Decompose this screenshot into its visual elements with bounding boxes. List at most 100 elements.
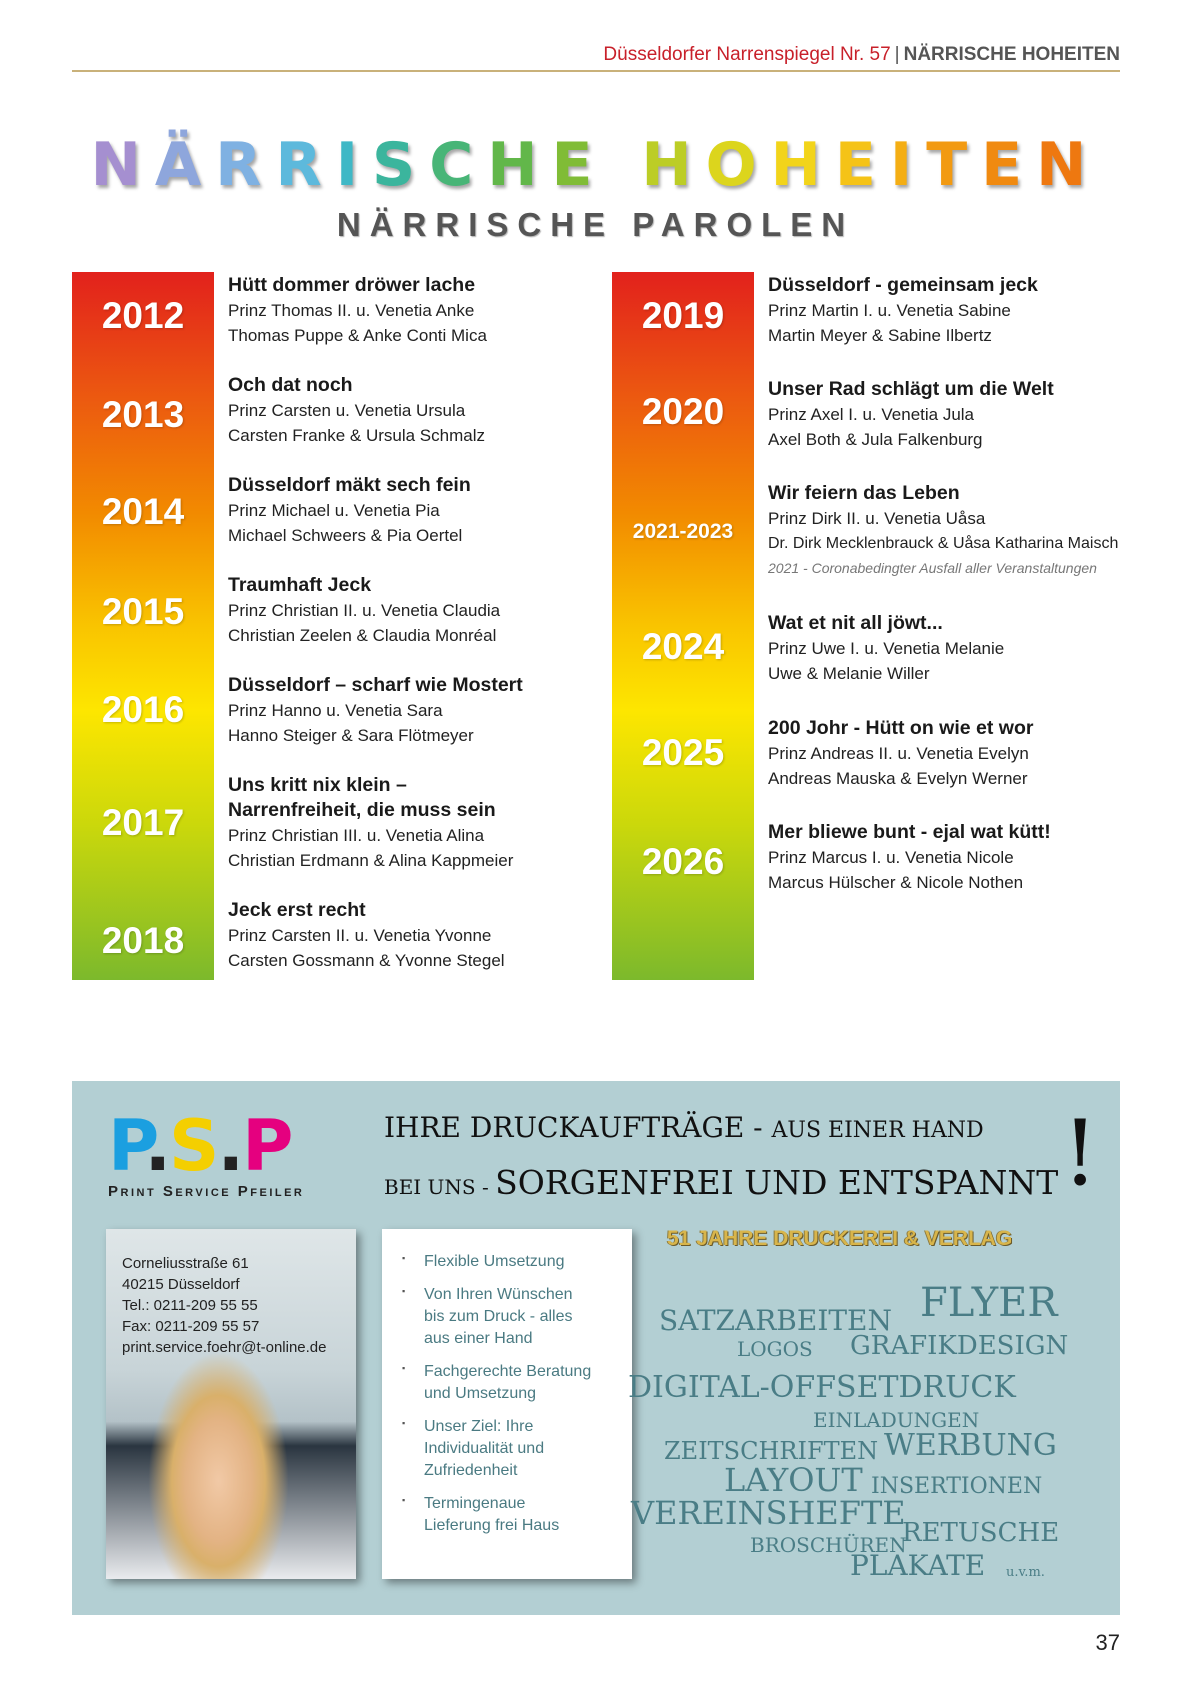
section-name: NÄRRISCHE HOHEITEN: [903, 44, 1120, 65]
feature-item: Flexible Umsetzung: [402, 1247, 632, 1273]
motto: Wir feiern das Leben: [768, 482, 960, 504]
contact-email: print.service.foehr@t-online.de: [122, 1339, 327, 1356]
feature-item: Fachgerechte Beratung und Umsetzung: [402, 1357, 614, 1405]
prince-venetia: Prinz Axel I. u. Venetia Jula: [768, 405, 975, 424]
service-word: INSERTIONEN: [871, 1473, 1043, 1499]
title-letter: E: [834, 130, 890, 200]
prince-venetia: Prinz Marcus I. u. Venetia Nicole: [768, 848, 1014, 867]
entry-2012: Hütt dommer dröwer lache Prinz Thomas II.…: [228, 273, 487, 348]
page-title: NÄRRISCHE HOHEITEN: [0, 130, 1191, 200]
title-letter: H: [770, 130, 835, 200]
title-letter: [607, 130, 642, 200]
civil-names: Andreas Mauska & Evelyn Werner: [768, 769, 1028, 788]
page-number: 37: [1095, 1630, 1120, 1655]
title-letter: I: [335, 130, 373, 200]
header-rule: [72, 70, 1120, 72]
service-word: RETUSCHE: [902, 1517, 1060, 1548]
year-label: 2021-2023: [632, 520, 734, 543]
year-label: 2019: [641, 295, 725, 336]
year-label: 2016: [101, 689, 185, 730]
year-label: 2024: [641, 626, 725, 667]
service-word: LOGOS: [737, 1337, 813, 1361]
year-label: 2015: [101, 591, 185, 632]
page-subtitle: NÄRRISCHE PAROLEN: [336, 206, 855, 243]
entry-2020: Unser Rad schlägt um die Welt Prinz Axel …: [768, 377, 1054, 452]
prince-venetia: Prinz Dirk II. u. Venetia Uåsa: [768, 509, 986, 528]
prince-venetia: Prinz Christian II. u. Venetia Claudia: [228, 601, 501, 620]
civil-names: Martin Meyer & Sabine Ilbertz: [768, 326, 992, 345]
title-letter: C: [429, 130, 488, 200]
logo-subtitle: Print Service Pfeiler: [108, 1183, 305, 1200]
advertisement: P.S.P Print Service Pfeiler IHRE DRUCKAU…: [72, 1081, 1120, 1615]
service-word: PLAKATE: [850, 1549, 986, 1582]
service-word: VEREINSHEFTE: [631, 1494, 906, 1532]
motto: Düsseldorf mäkt sech fein: [228, 474, 471, 496]
year-label: 2026: [641, 841, 725, 882]
entry-2021-2023: Wir feiern das Leben Prinz Dirk II. u. Ve…: [768, 481, 1118, 581]
civil-names: Thomas Puppe & Anke Conti Mica: [228, 326, 487, 345]
prince-venetia: Prinz Hanno u. Venetia Sara: [228, 701, 443, 720]
civil-names: Uwe & Melanie Willer: [768, 664, 930, 683]
entry-2019: Düsseldorf - gemeinsam jeck Prinz Martin …: [768, 273, 1038, 348]
motto-line-2: Narrenfreiheit, die muss sein: [228, 799, 496, 821]
ad-headline-2: BEI UNS - SORGENFREI UND ENTSPANNT: [384, 1163, 1059, 1202]
motto: Traumhaft Jeck: [228, 574, 372, 596]
service-word: DIGITAL-OFFSETDRUCK: [628, 1369, 1016, 1405]
title-letter: T: [926, 130, 982, 200]
motto: Wat et nit all jöwt...: [768, 612, 943, 634]
title-letter: I: [889, 130, 927, 200]
entry-2017: Uns kritt nix klein – Narrenfreiheit, die…: [228, 773, 513, 873]
running-header: Düsseldorfer Narrenspiegel Nr. 57 | NÄRRIS…: [603, 44, 1120, 66]
prince-venetia: Prinz Thomas II. u. Venetia Anke: [228, 301, 475, 320]
ad-headline-1: IHRE DRUCKAUFTRÄGE - AUS EINER HAND: [384, 1111, 984, 1144]
motto: Unser Rad schlägt um die Welt: [768, 378, 1054, 400]
motto: 200 Johr - Hütt on wie et wor: [768, 717, 1034, 739]
contact-photo: Corneliusstraße 61 40215 Düsseldorf Tel.: …: [106, 1229, 356, 1579]
motto: Uns kritt nix klein –: [228, 774, 407, 796]
year-label: 2017: [101, 802, 185, 843]
entry-2025: 200 Johr - Hütt on wie et wor Prinz Andre…: [768, 716, 1033, 791]
title-letter: E: [551, 130, 607, 200]
feature-list: Flexible Umsetzung Von Ihren Wünschen bi…: [382, 1229, 632, 1579]
entry-2018: Jeck erst recht Prinz Carsten II. u. Vene…: [228, 898, 505, 973]
prince-venetia: Prinz Martin I. u. Venetia Sabine: [768, 301, 1011, 320]
motto: Och dat noch: [228, 374, 353, 396]
motto: Hütt dommer dröwer lache: [228, 274, 476, 296]
service-word: WERBUNG: [884, 1427, 1057, 1463]
service-word: FLYER: [920, 1280, 1058, 1326]
feature-item: Unser Ziel: Ihre Individualität und Zufr…: [402, 1412, 604, 1482]
service-word: ZEITSCHRIFTEN: [664, 1437, 879, 1465]
civil-names: Axel Both & Jula Falkenburg: [768, 430, 983, 449]
year-label: 2020: [641, 391, 725, 432]
entry-2015: Traumhaft Jeck Prinz Christian II. u. Ven…: [228, 573, 500, 648]
motto: Mer bliewe bunt - ejal wat kütt!: [768, 821, 1051, 843]
psp-logo: P.S.P: [108, 1105, 293, 1187]
civil-names: Hanno Steiger & Sara Flötmeyer: [228, 726, 474, 745]
service-word: EINLADUNGEN: [813, 1408, 980, 1432]
year-label: 2012: [101, 295, 185, 336]
prince-venetia: Prinz Christian III. u. Venetia Alina: [228, 826, 485, 845]
service-word: SATZARBEITEN: [659, 1304, 892, 1337]
prince-venetia: Prinz Carsten II. u. Venetia Yvonne: [228, 926, 492, 945]
year-bar-right: [612, 272, 754, 980]
civil-names: Carsten Gossmann & Yvonne Stegel: [228, 951, 505, 970]
service-word: BROSCHÜREN: [750, 1533, 907, 1557]
civil-names: Michael Schweers & Pia Oertel: [228, 526, 463, 545]
title-letter: S: [372, 130, 430, 200]
prince-venetia: Prinz Uwe I. u. Venetia Melanie: [768, 639, 1005, 658]
service-word: GRAFIKDESIGN: [850, 1330, 1069, 1361]
contact-address: Corneliusstraße 61 40215 Düsseldorf Tel.: …: [122, 1255, 327, 1356]
title-letter: R: [215, 130, 276, 200]
entry-2014: Düsseldorf mäkt sech fein Prinz Michael u…: [228, 473, 471, 548]
title-letter: O: [705, 130, 771, 200]
year-bar-left: [72, 272, 214, 980]
motto: Düsseldorf – scharf wie Mostert: [228, 674, 523, 696]
feature-item: Termingenaue Lieferung frei Haus: [402, 1489, 584, 1537]
title-letter: E: [981, 130, 1037, 200]
civil-names: Christian Zeelen & Claudia Monréal: [228, 626, 497, 645]
title-letter: N: [90, 130, 155, 200]
title-letter: R: [275, 130, 336, 200]
year-label: 2025: [641, 732, 725, 773]
title-letter: H: [487, 130, 552, 200]
exclamation-mark: !: [1062, 1101, 1099, 1206]
